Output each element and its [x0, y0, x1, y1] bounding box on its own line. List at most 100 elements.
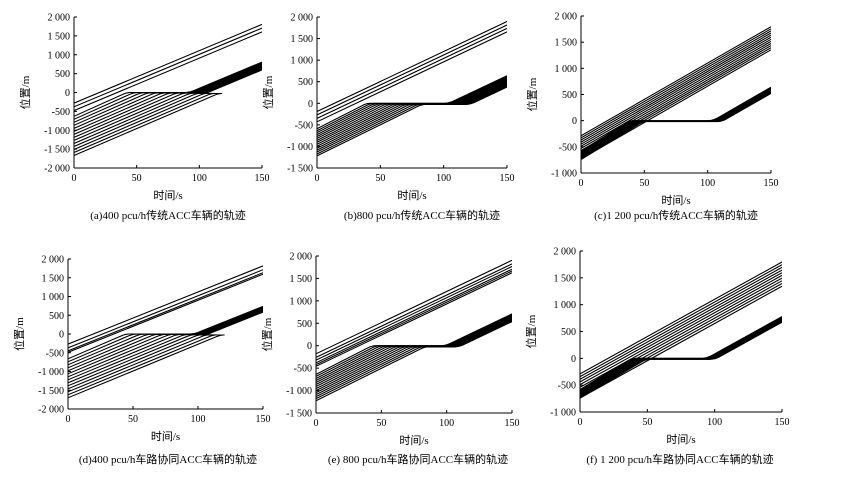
trajectory-group — [316, 259, 512, 402]
x-tick-label: 150 — [256, 414, 271, 425]
y-tick-label: 1 000 — [42, 292, 65, 303]
y-tick-label: 2 000 — [290, 252, 313, 263]
x-tick-label: 100 — [436, 173, 451, 184]
y-tick-label: 2 000 — [291, 13, 314, 24]
trajectory-group — [317, 21, 507, 157]
vehicle-trajectory — [68, 273, 263, 353]
vehicle-trajectory — [316, 272, 512, 367]
x-axis-label: 时间/s — [153, 189, 182, 202]
vehicle-trajectory — [74, 31, 262, 112]
y-axis-label: 位置/m — [525, 77, 539, 111]
y-tick-label: 500 — [49, 311, 64, 322]
y-axis-label: 位置/m — [524, 314, 538, 348]
y-tick-label: -500 — [559, 142, 577, 153]
x-tick-label: 0 — [578, 417, 583, 428]
y-tick-label: -500 — [52, 107, 70, 118]
vehicle-trajectory — [580, 272, 782, 386]
y-tick-label: -1 500 — [38, 386, 64, 397]
vehicle-trajectory — [317, 21, 507, 112]
y-axis-label: 位置/m — [261, 75, 275, 109]
y-tick-label: 1 000 — [290, 296, 313, 307]
y-tick-label: 2 000 — [42, 255, 65, 266]
x-tick-label: 50 — [642, 417, 652, 428]
y-tick-label: -1 000 — [287, 142, 313, 153]
y-tick-label: -1 000 — [44, 126, 70, 137]
vehicle-trajectory — [581, 28, 771, 139]
trajectory-group — [74, 23, 262, 157]
vehicle-trajectory — [581, 32, 771, 143]
panel-caption: (c)1 200 pcu/h传统ACC车辆的轨迹 — [594, 208, 758, 222]
vehicle-trajectory — [581, 38, 771, 149]
vehicle-trajectory — [68, 269, 263, 349]
vehicle-trajectory — [74, 67, 262, 148]
vehicle-trajectory — [580, 261, 782, 375]
y-tick-label: 2 000 — [555, 12, 578, 23]
y-tick-label: 1 500 — [555, 38, 578, 49]
x-tick-label: 100 — [700, 178, 715, 189]
vehicle-trajectory — [580, 285, 782, 399]
vehicle-trajectory — [74, 69, 262, 157]
y-tick-label: 2 000 — [48, 13, 71, 24]
vehicle-trajectory — [580, 266, 782, 380]
vehicle-trajectory — [580, 269, 782, 383]
y-tick-label: 1 000 — [291, 56, 314, 67]
vehicle-trajectory — [317, 27, 507, 119]
x-tick-label: 150 — [500, 173, 515, 184]
x-tick-label: 100 — [191, 414, 206, 425]
y-tick-label: 1 500 — [42, 273, 65, 284]
y-tick-label: -1 500 — [286, 409, 312, 420]
x-tick-label: 100 — [707, 417, 722, 428]
vehicle-trajectory — [316, 315, 512, 383]
y-tick-label: -500 — [46, 348, 64, 359]
x-tick-label: 0 — [579, 178, 584, 189]
y-tick-label: -500 — [294, 364, 312, 375]
vehicle-trajectory — [317, 24, 507, 116]
x-tick-label: 100 — [439, 418, 454, 429]
x-tick-label: 0 — [315, 173, 320, 184]
y-tick-label: -500 — [558, 381, 576, 392]
x-tick-label: 150 — [775, 417, 790, 428]
x-tick-label: 0 — [314, 418, 319, 429]
y-axis-label: 位置/m — [260, 317, 274, 351]
y-tick-label: 1 500 — [291, 34, 314, 45]
vehicle-trajectory — [580, 274, 782, 388]
y-tick-label: 0 — [59, 330, 64, 341]
y-tick-label: -2 000 — [44, 164, 70, 175]
y-tick-label: 1 500 — [554, 273, 577, 284]
y-tick-label: 500 — [298, 77, 313, 88]
y-tick-label: -1 000 — [550, 408, 576, 419]
y-tick-label: 500 — [297, 319, 312, 330]
vehicle-trajectory — [316, 263, 512, 358]
y-tick-label: -500 — [295, 120, 313, 131]
y-tick-label: 0 — [65, 88, 70, 99]
x-axis-label: 时间/s — [661, 194, 690, 207]
y-tick-label: -1 500 — [287, 164, 313, 175]
x-tick-label: 150 — [505, 418, 520, 429]
x-tick-label: 0 — [72, 173, 77, 184]
trajectory-group — [68, 265, 263, 399]
panel-caption: (b)800 pcu/h传统ACC车辆的轨迹 — [344, 208, 500, 222]
x-tick-label: 150 — [764, 178, 779, 189]
vehicle-trajectory — [74, 23, 262, 104]
panel-caption: (a)400 pcu/h传统ACC车辆的轨迹 — [90, 208, 246, 222]
y-tick-label: 1 000 — [554, 300, 577, 311]
y-axis-label: 位置/m — [12, 317, 26, 351]
y-tick-label: -1 000 — [551, 169, 577, 180]
vehicle-trajectory — [68, 265, 263, 345]
vehicle-trajectory — [581, 36, 771, 147]
vehicle-trajectory — [68, 272, 263, 352]
y-tick-label: 1 000 — [48, 50, 71, 61]
y-tick-label: 1 000 — [555, 64, 578, 75]
vehicle-trajectory — [317, 31, 507, 123]
vehicle-trajectory — [581, 92, 771, 160]
x-tick-label: 100 — [192, 173, 207, 184]
vehicle-trajectory — [580, 321, 782, 399]
trajectory-group — [580, 261, 782, 399]
vehicle-trajectory — [316, 270, 512, 366]
vehicle-trajectory — [316, 268, 512, 364]
vehicle-trajectory — [316, 266, 512, 361]
y-tick-label: 0 — [307, 341, 312, 352]
